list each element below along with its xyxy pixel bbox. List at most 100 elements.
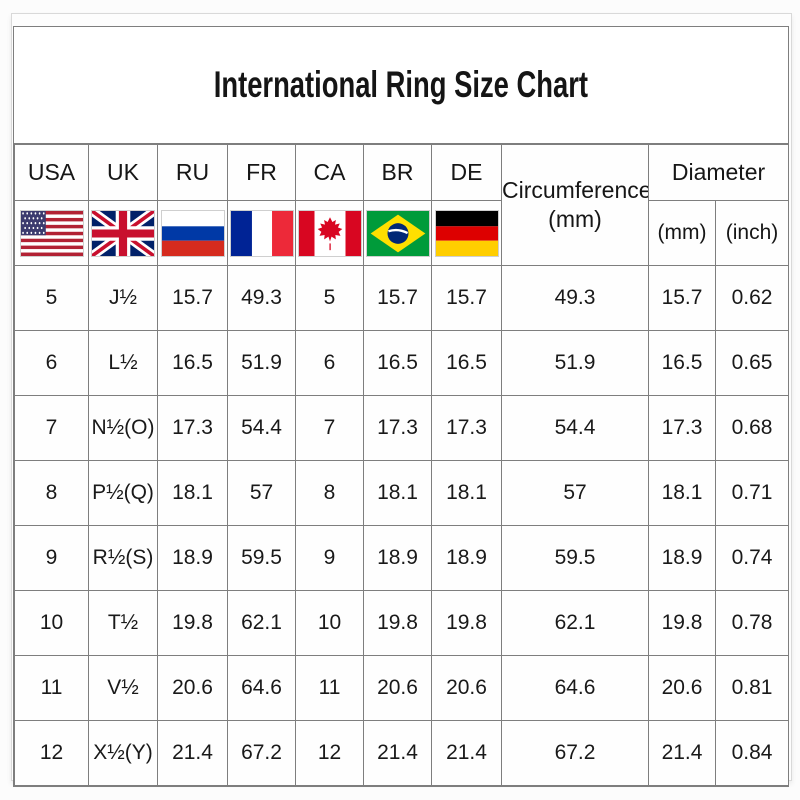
flag-cell-brazil [363, 200, 432, 266]
circumference-label: Circumference [502, 177, 649, 204]
cell-ru: 16.5 [157, 330, 228, 396]
cell-diameter-inch: 0.84 [715, 720, 789, 786]
cell-br: 18.9 [363, 525, 432, 591]
table-row-size-11: 11 V½ 20.6 64.6 11 20.6 20.6 64.6 20.6 0… [14, 655, 789, 721]
cell-de: 18.1 [431, 460, 502, 526]
column-header-br: BR [363, 144, 432, 201]
cell-diameter-inch: 0.78 [715, 590, 789, 656]
cell-ca: 6 [295, 330, 364, 396]
diameter-inch-unit: (inch) [715, 200, 789, 266]
cell-ca: 8 [295, 460, 364, 526]
cell-ru: 18.1 [157, 460, 228, 526]
cell-br: 15.7 [363, 265, 432, 331]
column-header-circumference: Circumference (mm) [501, 144, 649, 266]
cell-usa: 6 [14, 330, 89, 396]
cell-ru: 19.8 [157, 590, 228, 656]
cell-diameter-inch: 0.68 [715, 395, 789, 461]
table-row-size-7: 7 N½(O) 17.3 54.4 7 17.3 17.3 54.4 17.3 … [14, 395, 789, 461]
table-row-size-9: 9 R½(S) 18.9 59.5 9 18.9 18.9 59.5 18.9 … [14, 525, 789, 591]
cell-circumference: 54.4 [501, 395, 649, 461]
cell-ru: 18.9 [157, 525, 228, 591]
usa-flag-icon [19, 209, 84, 257]
circumference-unit: (mm) [548, 206, 602, 232]
cell-uk: L½ [88, 330, 158, 396]
cell-br: 21.4 [363, 720, 432, 786]
flag-cell-russia [157, 200, 228, 266]
cell-fr: 64.6 [227, 655, 296, 721]
column-header-ca: CA [295, 144, 364, 201]
cell-fr: 62.1 [227, 590, 296, 656]
cell-diameter-mm: 18.9 [648, 525, 716, 591]
cell-de: 18.9 [431, 525, 502, 591]
cell-br: 19.8 [363, 590, 432, 656]
cell-fr: 54.4 [227, 395, 296, 461]
table-row-size-8: 8 P½(Q) 18.1 57 8 18.1 18.1 57 18.1 0.71 [14, 460, 789, 526]
flag-row: (mm) (inch) [14, 200, 789, 266]
cell-usa: 9 [14, 525, 89, 591]
cell-fr: 59.5 [227, 525, 296, 591]
cell-fr: 57 [227, 460, 296, 526]
cell-ca: 5 [295, 265, 364, 331]
title-bar: International Ring Size Chart [14, 27, 788, 144]
cell-diameter-mm: 19.8 [648, 590, 716, 656]
cell-br: 20.6 [363, 655, 432, 721]
column-header-ru: RU [157, 144, 228, 201]
cell-de: 20.6 [431, 655, 502, 721]
cell-ca: 9 [295, 525, 364, 591]
column-header-diameter: Diameter [648, 144, 789, 201]
table-row-size-5: 5 J½ 15.7 49.3 5 15.7 15.7 49.3 15.7 0.6… [14, 265, 789, 331]
column-header-usa: USA [14, 144, 89, 201]
diameter-mm-unit: (mm) [648, 200, 716, 266]
column-header-uk: UK [88, 144, 158, 201]
cell-usa: 8 [14, 460, 89, 526]
cell-fr: 51.9 [227, 330, 296, 396]
cell-diameter-mm: 15.7 [648, 265, 716, 331]
cell-circumference: 49.3 [501, 265, 649, 331]
cell-fr: 49.3 [227, 265, 296, 331]
cell-uk: N½(O) [88, 395, 158, 461]
cell-usa: 10 [14, 590, 89, 656]
cell-usa: 11 [14, 655, 89, 721]
cell-ru: 17.3 [157, 395, 228, 461]
cell-diameter-mm: 21.4 [648, 720, 716, 786]
cell-uk: T½ [88, 590, 158, 656]
cell-usa: 7 [14, 395, 89, 461]
cell-ru: 20.6 [157, 655, 228, 721]
uk-flag-icon [91, 209, 155, 257]
cell-ru: 15.7 [157, 265, 228, 331]
cell-uk: X½(Y) [88, 720, 158, 786]
cell-ca: 10 [295, 590, 364, 656]
cell-uk: V½ [88, 655, 158, 721]
france-flag-icon [229, 209, 294, 257]
table-row-size-12: 12 X½(Y) 21.4 67.2 12 21.4 21.4 67.2 21.… [14, 720, 789, 786]
cell-usa: 5 [14, 265, 89, 331]
cell-circumference: 59.5 [501, 525, 649, 591]
flag-cell-usa [14, 200, 89, 266]
flag-cell-france [227, 200, 296, 266]
russia-flag-icon [160, 209, 225, 257]
table-row-size-6: 6 L½ 16.5 51.9 6 16.5 16.5 51.9 16.5 0.6… [14, 330, 789, 396]
table-row-size-10: 10 T½ 19.8 62.1 10 19.8 19.8 62.1 19.8 0… [14, 590, 789, 656]
cell-br: 18.1 [363, 460, 432, 526]
cell-circumference: 57 [501, 460, 649, 526]
cell-fr: 67.2 [227, 720, 296, 786]
canada-flag-icon [297, 209, 362, 257]
cell-circumference: 67.2 [501, 720, 649, 786]
cell-de: 17.3 [431, 395, 502, 461]
flag-cell-uk [88, 200, 158, 266]
cell-diameter-mm: 17.3 [648, 395, 716, 461]
cell-diameter-inch: 0.65 [715, 330, 789, 396]
cell-ca: 12 [295, 720, 364, 786]
cell-ru: 21.4 [157, 720, 228, 786]
cell-diameter-inch: 0.71 [715, 460, 789, 526]
cell-circumference: 62.1 [501, 590, 649, 656]
cell-br: 16.5 [363, 330, 432, 396]
cell-uk: R½(S) [88, 525, 158, 591]
cell-de: 15.7 [431, 265, 502, 331]
header-row: USA UK RU FR CA BR DE Circumference (mm)… [14, 144, 789, 266]
flag-cell-germany [431, 200, 502, 266]
cell-diameter-mm: 16.5 [648, 330, 716, 396]
column-header-fr: FR [227, 144, 296, 201]
cell-diameter-inch: 0.62 [715, 265, 789, 331]
cell-diameter-inch: 0.81 [715, 655, 789, 721]
